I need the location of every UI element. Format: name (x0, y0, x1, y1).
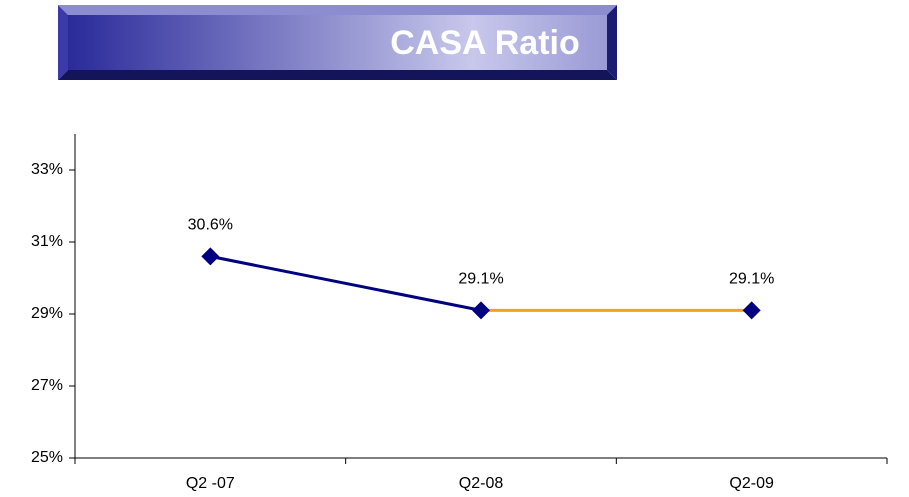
marker (472, 301, 490, 320)
title-banner (58, 5, 617, 80)
data-label: 29.1% (458, 271, 503, 288)
data-label: 30.6% (188, 217, 233, 234)
y-tick-label: 29% (31, 305, 63, 322)
x-tick-label: Q2 -07 (186, 475, 235, 492)
y-tick-label: 33% (31, 161, 63, 178)
y-tick-label: 27% (31, 377, 63, 394)
data-label: 29.1% (729, 271, 774, 288)
line-segment (210, 254, 482, 312)
y-tick-label: 31% (31, 233, 63, 250)
y-tick-label: 25% (31, 449, 63, 466)
marker (742, 301, 761, 320)
marker (201, 247, 220, 266)
x-tick-label: Q2-09 (729, 475, 774, 492)
x-tick-label: Q2-08 (459, 475, 504, 492)
chart-title: CASA Ratio (390, 24, 580, 62)
